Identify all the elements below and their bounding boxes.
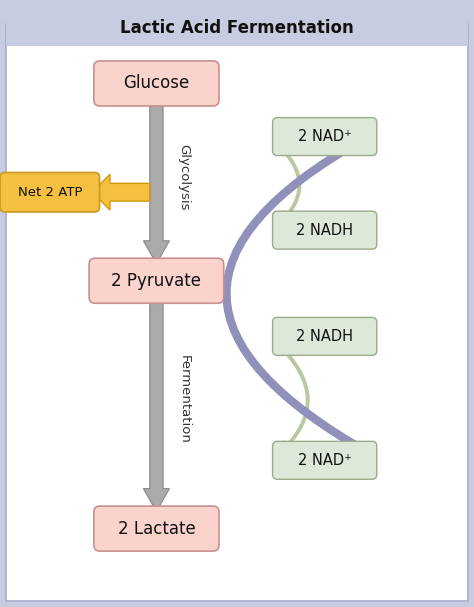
Text: Lactic Acid Fermentation: Lactic Acid Fermentation [120,19,354,37]
FancyBboxPatch shape [89,258,224,304]
FancyBboxPatch shape [273,441,377,480]
Polygon shape [143,101,170,263]
FancyBboxPatch shape [273,211,377,249]
Text: Glucose: Glucose [123,75,190,92]
Text: 2 NADH: 2 NADH [296,223,353,238]
Text: Net 2 ATP: Net 2 ATP [18,186,82,198]
Text: 2 Lactate: 2 Lactate [118,520,195,538]
FancyBboxPatch shape [94,61,219,106]
Polygon shape [143,298,170,511]
FancyBboxPatch shape [6,10,468,46]
Text: 2 NAD⁺: 2 NAD⁺ [298,453,352,468]
FancyBboxPatch shape [94,506,219,551]
Polygon shape [92,174,150,210]
Text: 2 NADH: 2 NADH [296,329,353,344]
FancyBboxPatch shape [273,317,377,355]
FancyBboxPatch shape [273,118,377,155]
Text: Glycolysis: Glycolysis [177,144,191,210]
Text: 2 NAD⁺: 2 NAD⁺ [298,129,352,144]
FancyBboxPatch shape [6,24,468,601]
FancyBboxPatch shape [0,172,100,212]
Text: 2 Pyruvate: 2 Pyruvate [111,272,201,290]
Text: Fermentation: Fermentation [177,355,191,444]
